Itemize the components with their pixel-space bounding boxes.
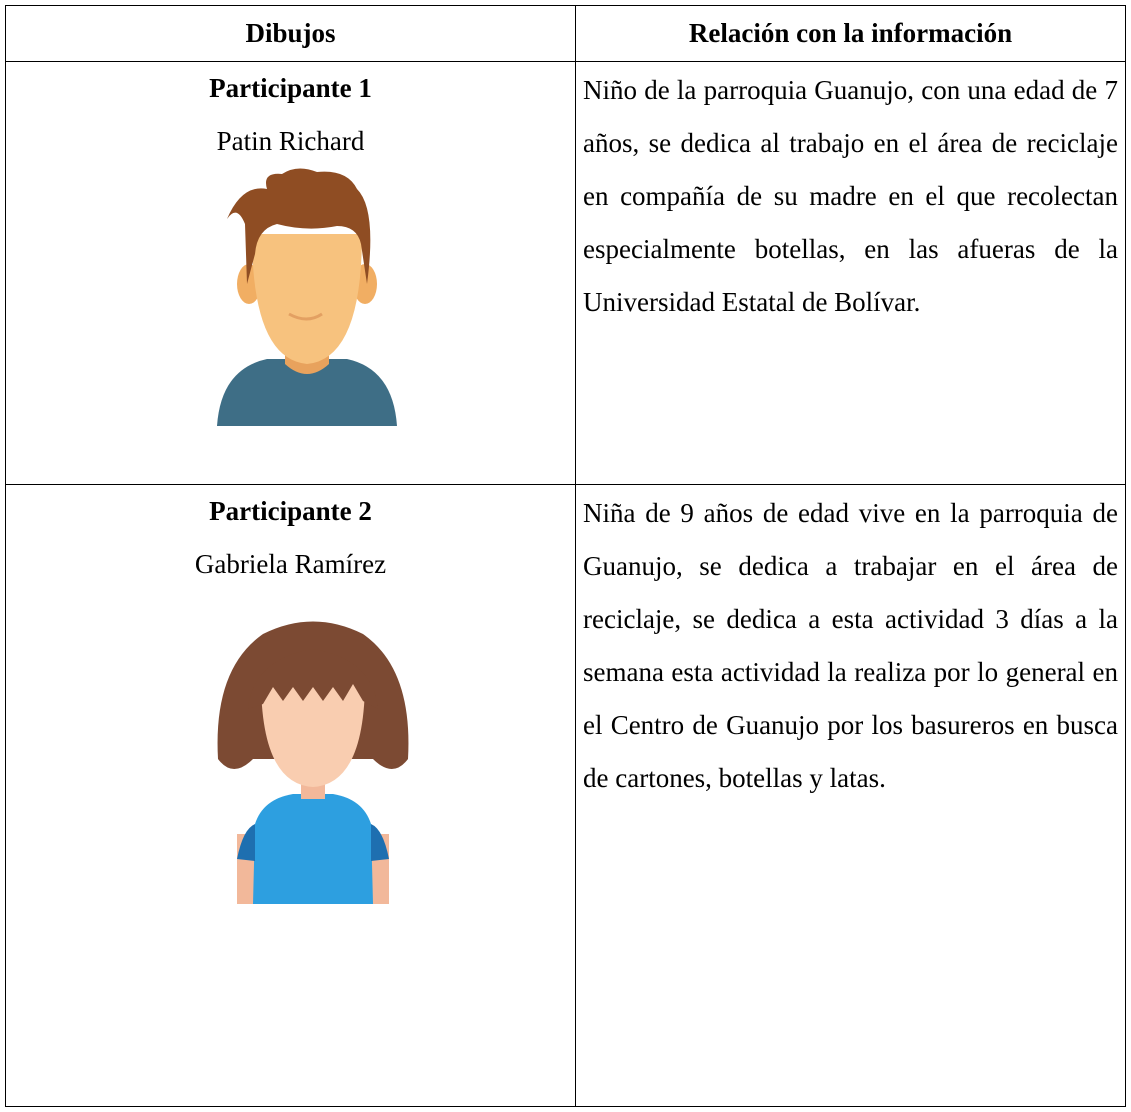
girl-avatar (217, 621, 409, 904)
header-cell: Relación con la información (575, 5, 1126, 62)
participant-name: Patin Richard (216, 126, 365, 156)
header-row: Dibujos Relación con la información (5, 5, 1126, 62)
participant-name: Gabriela Ramírez (194, 549, 387, 579)
row: Participante 2 Gabriela Ramírez Niña de … (5, 484, 1126, 1107)
drawing-cell: Participante 2 Gabriela Ramírez (5, 484, 576, 1107)
drawing-cell: Participante 1 Patin Richard (5, 61, 576, 485)
description-cell: Niña de 9 años de edad vive en la parroq… (575, 484, 1126, 1107)
boy-avatar (217, 168, 397, 426)
participant-description: Niño de la parroquia Guanujo, con una ed… (583, 75, 1118, 317)
header-cell: Dibujos (5, 5, 576, 62)
description-cell: Niño de la parroquia Guanujo, con una ed… (575, 61, 1126, 485)
participant-description: Niña de 9 años de edad vive en la parroq… (583, 498, 1118, 793)
participants-table: Dibujos Relación con la información Part… (5, 5, 1126, 1107)
participant-title: Participante 2 (209, 496, 372, 526)
participant-title: Participante 1 (209, 73, 372, 103)
row: Participante 1 Patin Richard Niño de la … (5, 61, 1126, 485)
